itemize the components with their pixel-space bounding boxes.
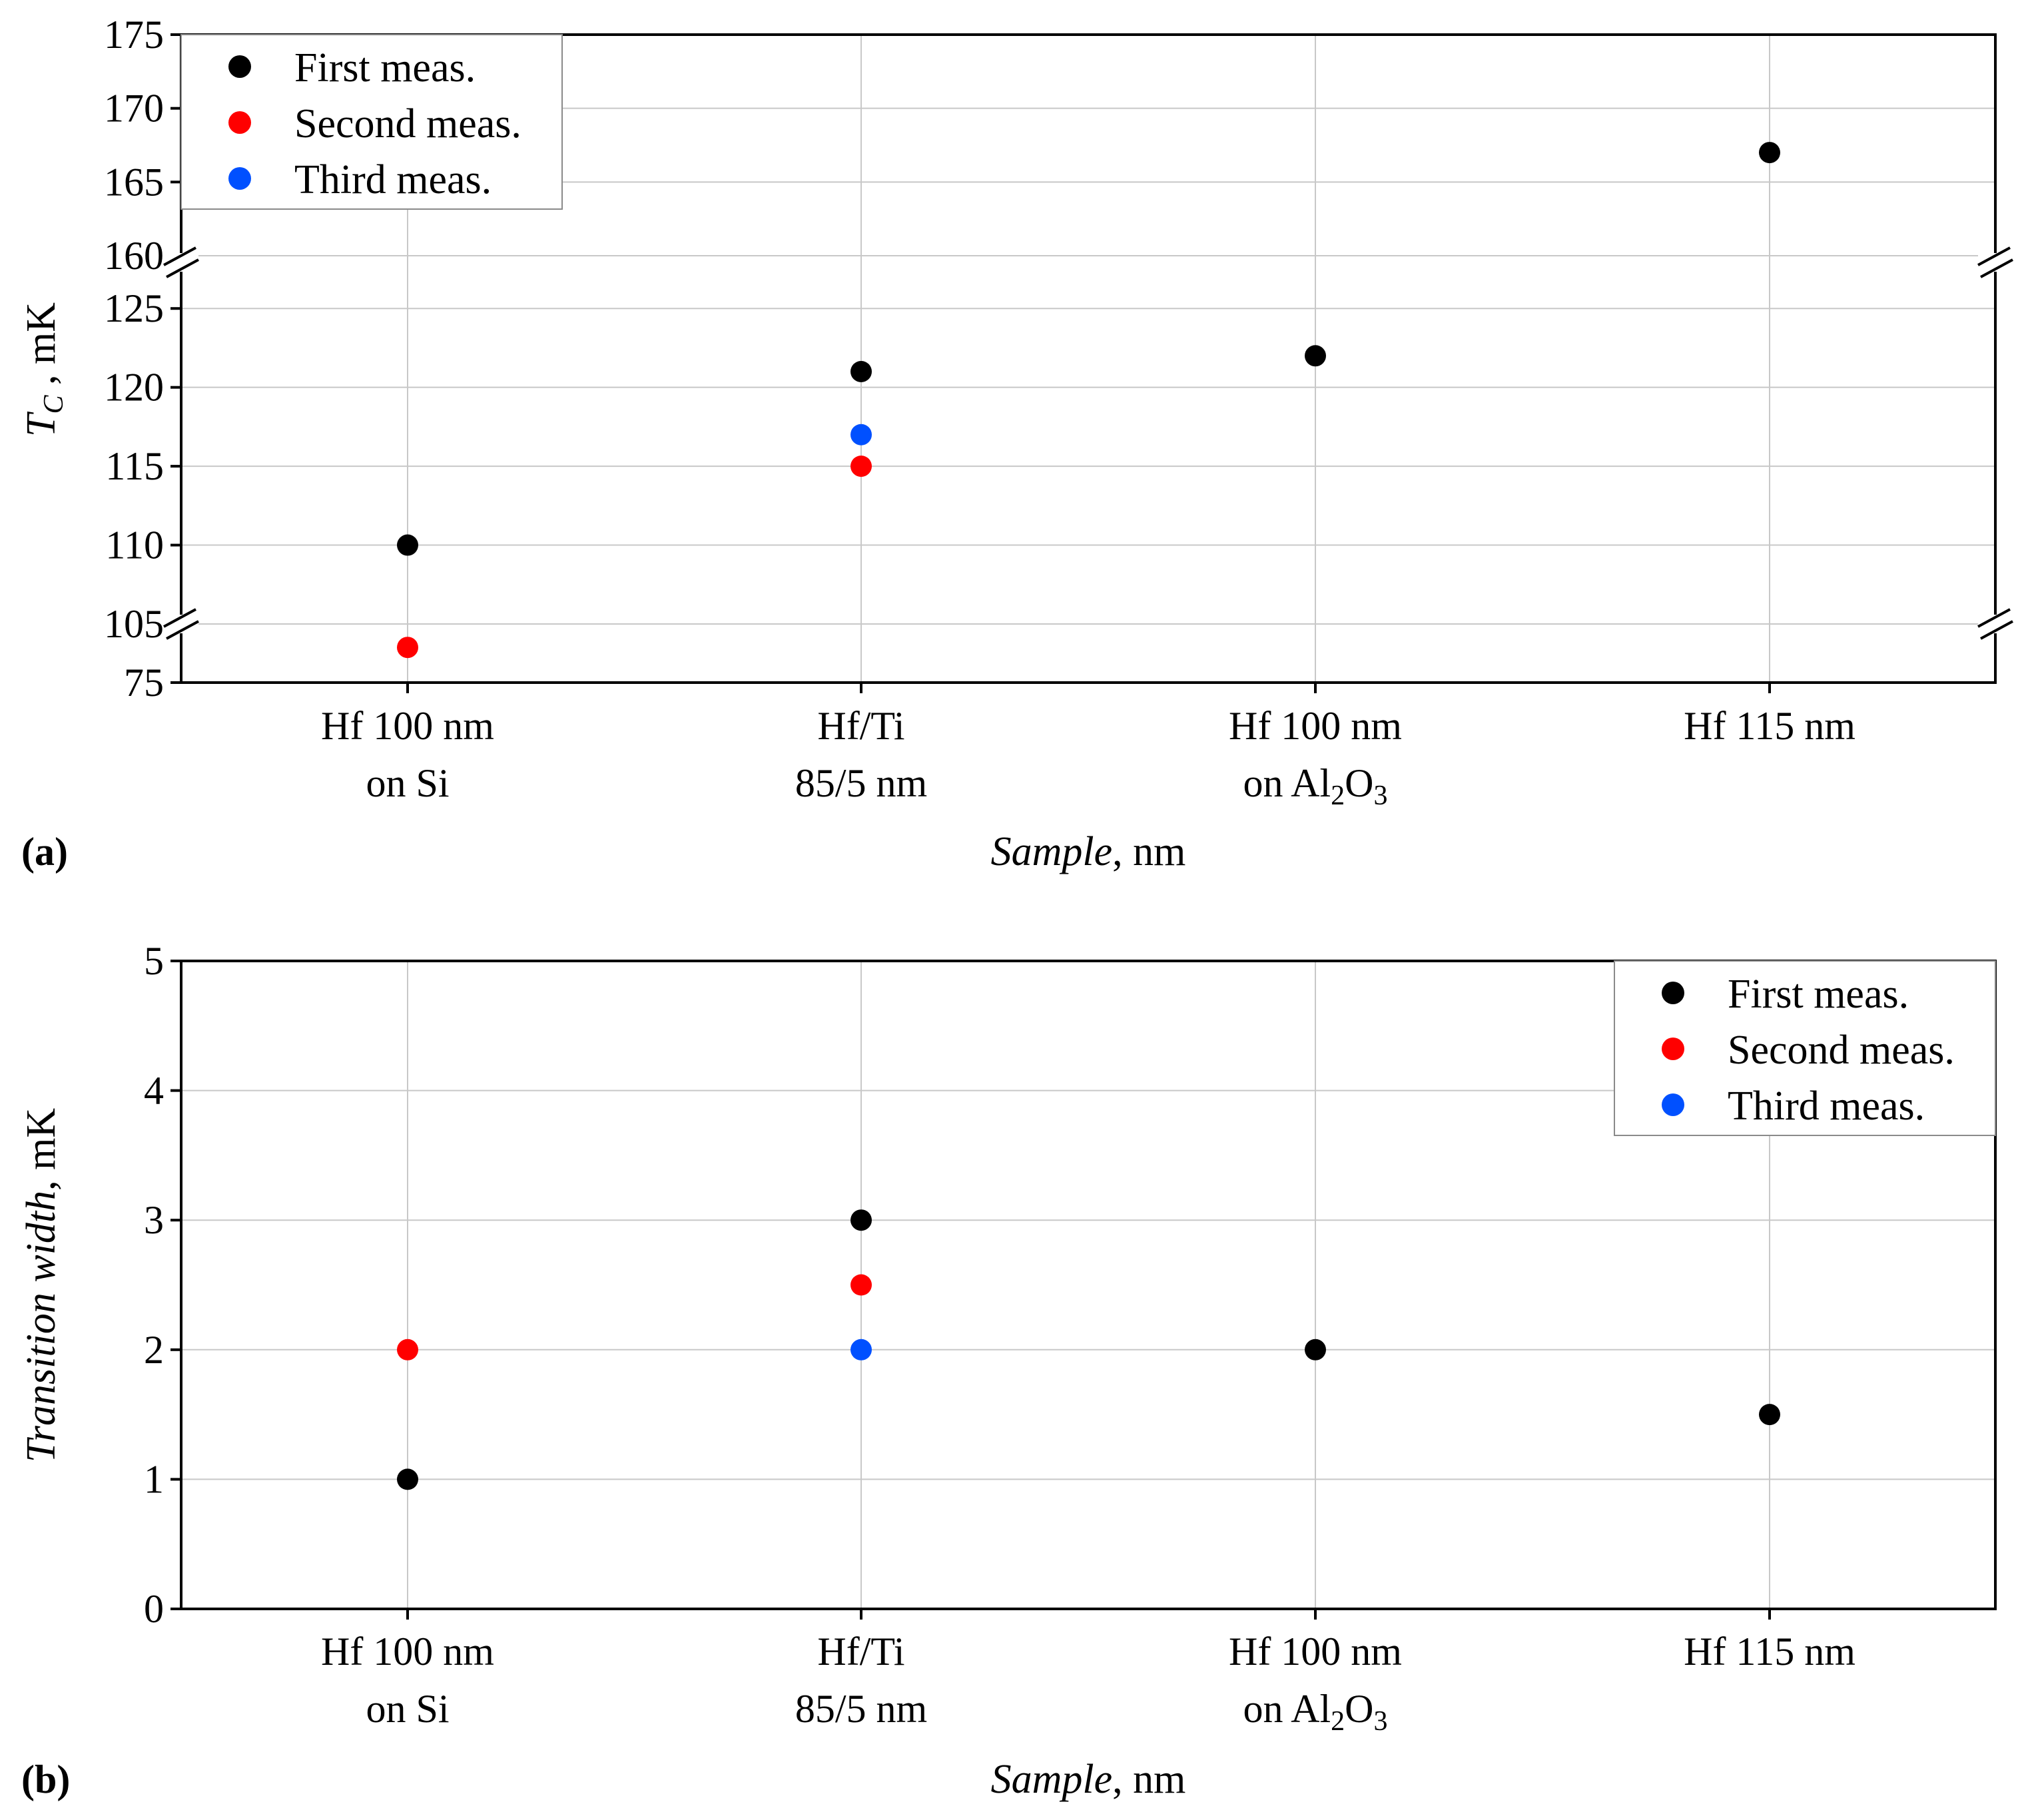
data-point: [850, 360, 872, 382]
y-tick-label: 160: [104, 234, 164, 278]
chart-panel-a: 160 165 170 175 105 110 115 120 125 75 First meas.…: [19, 13, 2013, 874]
data-point: [850, 424, 872, 446]
x-tick-label-part: O: [1345, 761, 1373, 805]
x-tick-label-part: O: [1345, 1687, 1373, 1731]
data-point: [850, 455, 872, 477]
panel-label: (b): [21, 1757, 70, 1801]
y-tick-label: 125: [104, 286, 164, 330]
x-tick-label: Hf/Ti: [817, 704, 904, 748]
x-tick-label-part: 2: [1331, 1706, 1345, 1737]
y-tick-label: 3: [144, 1198, 164, 1242]
x-tick-label-part: 3: [1374, 1706, 1388, 1737]
x-tick-label: Hf 100 nm: [1229, 704, 1402, 748]
legend-marker: [228, 167, 251, 190]
x-axis-label-unit: , nm: [1112, 829, 1185, 874]
y-tick-label: 165: [104, 160, 164, 204]
x-tick-label: Hf 100 nm: [321, 704, 494, 748]
x-tick-label: on Al2O3: [1243, 761, 1387, 811]
x-axis-label: Sample, nm: [991, 1757, 1186, 1802]
data-point: [397, 637, 418, 659]
x-tick-label: on Al2O3: [1243, 1687, 1387, 1737]
data-point: [397, 534, 418, 556]
y-tick-label: 170: [104, 87, 164, 131]
y-tick-label: 115: [105, 444, 164, 488]
legend-marker: [1662, 1038, 1684, 1060]
x-tick-label: Hf 100 nm: [321, 1630, 494, 1673]
y-tick-label: 0: [144, 1587, 164, 1631]
axis-break-mark: [163, 608, 196, 628]
axis-break-mark: [163, 246, 196, 266]
y-tick-label: 110: [105, 523, 164, 567]
axis-break-mark: [166, 258, 199, 278]
y-axis-unit: , mK: [19, 302, 64, 396]
x-tick-label: Hf/Ti: [817, 1630, 904, 1673]
x-axis-label-italic: Sample: [991, 1757, 1113, 1802]
y-axis-label: Transition width, mK: [19, 1108, 64, 1463]
x-tick-label-part: 3: [1374, 780, 1388, 811]
y-tick-label: 2: [144, 1328, 164, 1372]
x-tick-label: 85/5 nm: [795, 761, 927, 805]
y-tick-label: 105: [104, 602, 164, 646]
y-axis-unit: , mK: [19, 1108, 64, 1191]
plot-frame: [180, 960, 1997, 1610]
legend-marker: [1662, 982, 1684, 1004]
data-point: [1759, 1404, 1780, 1426]
x-tick-label: Hf 100 nm: [1229, 1630, 1402, 1673]
plot-frame: [180, 33, 1997, 684]
x-tick-label: Hf 115 nm: [1684, 1630, 1855, 1673]
x-tick-label: 85/5 nm: [795, 1687, 927, 1731]
legend-label: Second meas.: [1728, 1028, 1955, 1073]
data-point: [850, 1274, 872, 1296]
x-tick-label-part: on Al: [1243, 1687, 1331, 1731]
panel-label: (a): [21, 830, 68, 874]
data-point: [397, 1339, 418, 1361]
data-point: [1305, 345, 1326, 367]
y-tick-label: 75: [124, 661, 164, 705]
axis-break-mark: [1980, 620, 2013, 640]
x-axis-label-italic: Sample: [991, 829, 1113, 874]
data-point: [397, 1468, 418, 1490]
x-axis-label-unit: , nm: [1112, 1757, 1185, 1802]
data-point: [1759, 142, 1780, 164]
legend-label: Third meas.: [1728, 1083, 1925, 1129]
legend-label: Second meas.: [294, 101, 521, 147]
x-tick-label-part: on Al: [1243, 761, 1331, 805]
y-tick-label: 1: [144, 1457, 164, 1501]
x-tick-label: Hf 115 nm: [1684, 704, 1855, 748]
legend-marker: [228, 55, 251, 78]
legend-label: First meas.: [294, 45, 476, 91]
axis-break-mark: [166, 620, 199, 640]
axis-break-mark: [1980, 258, 2013, 278]
legend-marker: [1662, 1093, 1684, 1116]
y-tick-label: 120: [104, 366, 164, 410]
legend-marker: [228, 111, 251, 134]
y-axis-label-italic: Transition width: [19, 1191, 64, 1462]
legend-label: Third meas.: [294, 157, 492, 202]
legend-label: First meas.: [1728, 972, 1909, 1017]
y-axis-subscript: C: [39, 395, 69, 414]
axis-break-mark: [1977, 608, 2011, 628]
axis-break-mark: [1977, 246, 2011, 266]
y-tick-label: 175: [104, 13, 164, 57]
x-tick-label-part: 2: [1331, 780, 1345, 811]
x-tick-label: on Si: [366, 761, 449, 805]
x-tick-label: on Si: [366, 1687, 449, 1731]
x-axis-label: Sample, nm: [991, 829, 1186, 874]
data-point: [850, 1339, 872, 1361]
y-axis-symbol: T: [19, 411, 64, 437]
data-point: [1305, 1339, 1326, 1361]
y-tick-label: 4: [144, 1069, 164, 1113]
y-axis-label: TC , mK: [19, 302, 69, 437]
y-tick-label: 5: [144, 939, 164, 983]
data-point: [850, 1209, 872, 1231]
